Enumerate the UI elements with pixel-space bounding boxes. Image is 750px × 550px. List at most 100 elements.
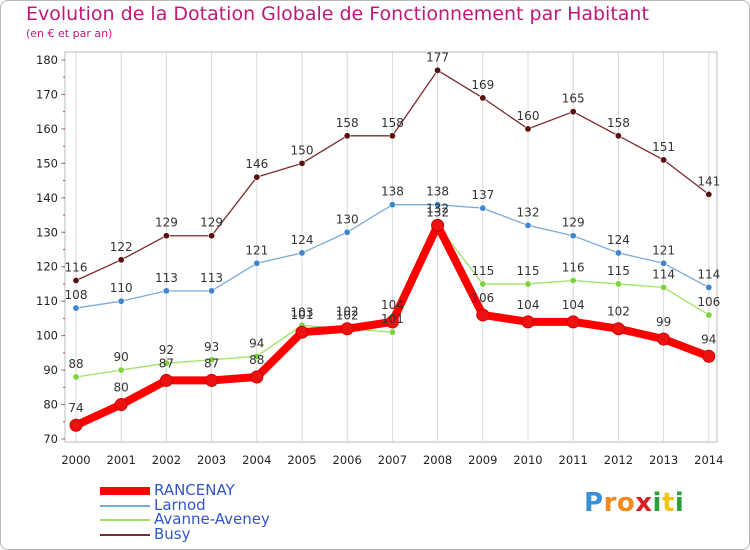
data-point — [159, 373, 173, 387]
data-label: 138 — [381, 185, 404, 199]
y-tick-label: 110 — [36, 294, 58, 308]
data-label: 129 — [155, 216, 178, 230]
data-point — [521, 315, 535, 329]
data-label: 104 — [381, 298, 404, 312]
data-label: 151 — [652, 140, 675, 154]
x-tick-label: 2012 — [604, 453, 633, 467]
data-label: 146 — [245, 157, 268, 171]
logo-letter: o — [616, 488, 636, 518]
logo-letter: x — [635, 488, 653, 518]
x-tick-label: 2006 — [333, 453, 362, 467]
data-point — [479, 94, 487, 102]
data-point — [208, 356, 216, 364]
data-label: 114 — [652, 267, 675, 281]
data-point — [72, 304, 80, 312]
data-label: 88 — [68, 357, 83, 371]
data-point — [295, 325, 309, 339]
data-point — [524, 280, 532, 288]
data-label: 113 — [200, 271, 223, 285]
data-label: 129 — [200, 216, 223, 230]
data-point — [385, 315, 399, 329]
data-label: 106 — [471, 291, 494, 305]
legend-item-larnod: Larnod — [100, 495, 400, 514]
legend-label-larnod: Larnod — [154, 495, 206, 514]
data-label: 113 — [155, 271, 178, 285]
plot-area — [64, 51, 718, 443]
data-point — [117, 256, 125, 264]
data-label: 93 — [204, 340, 219, 354]
legend: RANCENAY Larnod Avanne-Aveney Busy — [100, 482, 400, 543]
y-tick-label: 180 — [36, 53, 58, 67]
data-label: 101 — [291, 308, 314, 322]
y-tick-label: 140 — [36, 191, 58, 205]
data-label: 160 — [517, 109, 540, 123]
data-point — [208, 232, 216, 240]
data-label: 130 — [336, 212, 359, 226]
data-point — [117, 366, 125, 374]
data-point — [114, 398, 128, 412]
data-point — [72, 373, 80, 381]
data-label: 116 — [65, 261, 88, 275]
data-label: 115 — [517, 264, 540, 278]
data-label: 94 — [249, 336, 264, 350]
x-tick-label: 2007 — [378, 453, 407, 467]
data-label: 165 — [562, 92, 585, 106]
data-label: 102 — [607, 305, 630, 319]
data-point — [343, 132, 351, 140]
data-label: 122 — [110, 240, 133, 254]
data-point — [343, 228, 351, 236]
x-tick-label: 2011 — [559, 453, 588, 467]
data-label: 74 — [68, 401, 83, 415]
data-label: 115 — [607, 264, 630, 278]
data-label: 129 — [562, 216, 585, 230]
data-label: 116 — [562, 261, 585, 275]
data-point — [162, 359, 170, 367]
data-point — [611, 322, 625, 336]
legend-swatch-rancenay — [100, 487, 150, 495]
data-label: 132 — [426, 205, 449, 219]
data-label: 132 — [517, 205, 540, 219]
data-point — [569, 277, 577, 285]
data-label: 150 — [291, 143, 314, 157]
data-point — [162, 232, 170, 240]
legend-item-busy: Busy — [100, 526, 400, 543]
data-label: 103 — [291, 305, 314, 319]
y-tick-label: 90 — [43, 363, 58, 377]
data-label: 132 — [426, 201, 449, 215]
x-tick-label: 2003 — [197, 453, 226, 467]
legend-swatch-avanne-aveney — [100, 519, 150, 521]
data-point — [705, 283, 713, 291]
data-point — [205, 373, 219, 387]
data-label: 177 — [426, 50, 449, 64]
data-point — [253, 352, 261, 360]
logo-letter: r — [603, 488, 617, 518]
logo-letter: t — [661, 488, 675, 518]
logo-letter: i — [674, 488, 685, 518]
data-label: 158 — [381, 116, 404, 130]
data-label: 124 — [607, 233, 630, 247]
data-point — [434, 201, 442, 209]
data-point — [388, 201, 396, 209]
data-label: 106 — [697, 295, 720, 309]
data-point — [660, 259, 668, 267]
y-tick-label: 130 — [36, 225, 58, 239]
x-tick-label: 2010 — [513, 453, 542, 467]
data-point — [569, 108, 577, 116]
data-point — [705, 190, 713, 198]
data-point — [431, 218, 445, 232]
data-point — [566, 315, 580, 329]
data-point — [479, 280, 487, 288]
data-point — [479, 204, 487, 212]
data-label: 80 — [114, 381, 129, 395]
data-point — [434, 66, 442, 74]
y-tick-label: 170 — [36, 87, 58, 101]
data-label: 101 — [381, 312, 404, 326]
x-tick-label: 2008 — [423, 453, 452, 467]
data-point — [524, 221, 532, 229]
data-label: 121 — [245, 243, 268, 257]
proxiti-logo: Proxiti — [584, 488, 684, 518]
y-tick-label: 160 — [36, 122, 58, 136]
x-tick-label: 2002 — [152, 453, 181, 467]
data-point — [388, 328, 396, 336]
